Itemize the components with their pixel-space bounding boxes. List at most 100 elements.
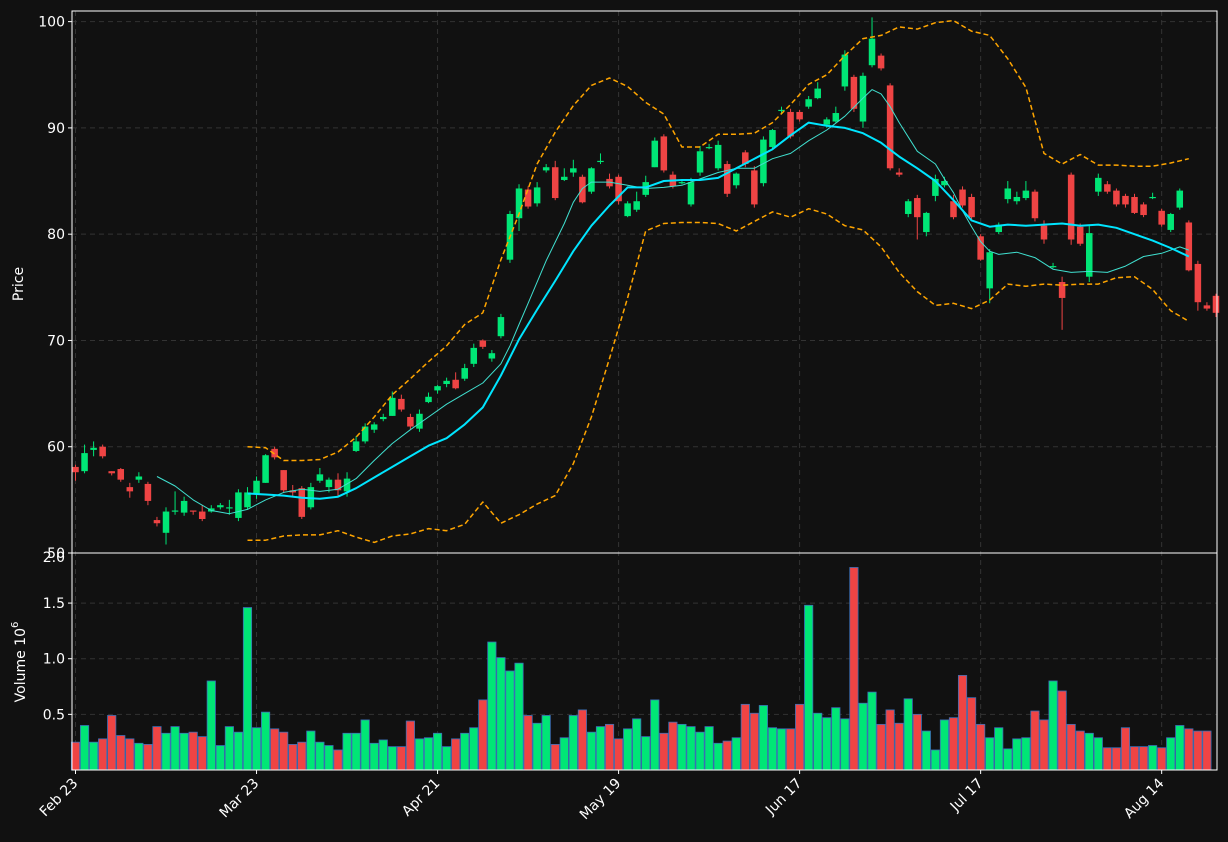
candle-down (742, 152, 749, 165)
candle-down (126, 487, 134, 492)
volume-bar (351, 732, 361, 771)
volume-bar (885, 709, 895, 771)
volume-bar (650, 699, 660, 771)
candle-up (995, 224, 1002, 233)
candle-down (1158, 210, 1165, 225)
candle-up (90, 447, 97, 450)
candle-down (914, 198, 921, 218)
candle-up (434, 386, 441, 391)
volume-bar (912, 713, 922, 771)
candle-up (1176, 190, 1184, 208)
sma-fast-line (156, 89, 1189, 515)
price-axis-label: Price (11, 267, 27, 301)
volume-bar (469, 727, 479, 771)
volume-bar (261, 711, 271, 771)
volume-bar (1093, 737, 1103, 771)
volume-bar (985, 737, 995, 771)
volume-axis-label-power: 6 (10, 622, 21, 628)
volume-bar (442, 746, 452, 771)
volume-bar (894, 722, 904, 771)
volume-bar (876, 723, 886, 771)
volume-bar (423, 737, 434, 771)
candle-up (488, 353, 496, 359)
candle-down (298, 488, 306, 517)
volume-bar (1184, 728, 1194, 771)
volume-bar (342, 732, 352, 771)
volume-bar (188, 731, 198, 771)
y-tick-labels: 50 60 70 80 90 100 0.5 1.0 1.5 2.0 (38, 15, 72, 723)
volume-bar (116, 735, 126, 771)
candle-up (253, 480, 260, 494)
candle-down (877, 55, 885, 69)
volume-bar (822, 717, 832, 771)
volume-bar (550, 744, 560, 771)
volume-bar (487, 641, 497, 771)
volume-bar (930, 749, 940, 771)
candle-up (180, 500, 188, 513)
candle-up (171, 510, 179, 512)
candle-down (615, 176, 622, 202)
volume-bar (1030, 710, 1040, 771)
volume-bar (1048, 680, 1058, 771)
candle-up (805, 99, 812, 107)
candle-down (524, 189, 532, 207)
candle-up (904, 201, 912, 214)
price-tick-label: 70 (47, 333, 65, 349)
volume-bar (197, 736, 207, 771)
candle-up (443, 380, 450, 385)
candle-down (787, 111, 794, 137)
candle-up (325, 479, 333, 488)
candle-down (72, 466, 79, 473)
volume-bar (532, 722, 542, 771)
candle-up (515, 188, 523, 219)
price-tick-label: 60 (47, 440, 65, 456)
candle-up (769, 130, 776, 148)
candle-up (235, 492, 242, 518)
volume-bar (215, 745, 225, 771)
candle-down (977, 236, 984, 260)
candle-up (162, 511, 170, 533)
volume-bar (324, 745, 334, 771)
candle-up (244, 492, 251, 508)
candle-up (778, 109, 785, 112)
candle-down (1031, 191, 1039, 219)
volume-tick-label: 0.5 (43, 707, 65, 723)
volume-bar (595, 726, 606, 771)
volume-bar (170, 726, 180, 771)
price-tick-label: 90 (47, 121, 65, 137)
volume-bar (414, 738, 425, 771)
candle-up (760, 139, 767, 184)
candle-down (1104, 184, 1111, 192)
volume-bar (89, 741, 99, 771)
candle-down (751, 170, 758, 205)
candle-down (1113, 190, 1120, 205)
candle-down (1203, 305, 1211, 309)
candle-up (1049, 266, 1057, 268)
candle-up (624, 203, 631, 217)
volume-bar (976, 723, 986, 771)
volume-bar (604, 723, 615, 771)
candle-up (705, 147, 713, 149)
panel-frames (71, 10, 1218, 771)
volume-bar (785, 728, 796, 771)
volume-bar (1021, 737, 1031, 771)
volume-bar (333, 749, 343, 771)
candle-up (1095, 177, 1102, 192)
candle-up (135, 476, 143, 480)
volume-bar (224, 726, 234, 771)
candle-up (226, 507, 233, 509)
candle-up (687, 182, 695, 205)
candle-up (651, 140, 659, 168)
volume-bar (749, 712, 759, 771)
volume-bar (614, 738, 624, 771)
candle-down (950, 201, 957, 218)
candle-up (461, 368, 468, 379)
volume-bar (577, 709, 587, 771)
candle-up (470, 347, 478, 364)
volume-bar (1003, 748, 1013, 771)
candle-down (407, 416, 414, 427)
volume-bar (98, 738, 108, 771)
candle-up (923, 212, 930, 233)
candle-down (886, 85, 894, 169)
volume-bar (903, 698, 913, 771)
